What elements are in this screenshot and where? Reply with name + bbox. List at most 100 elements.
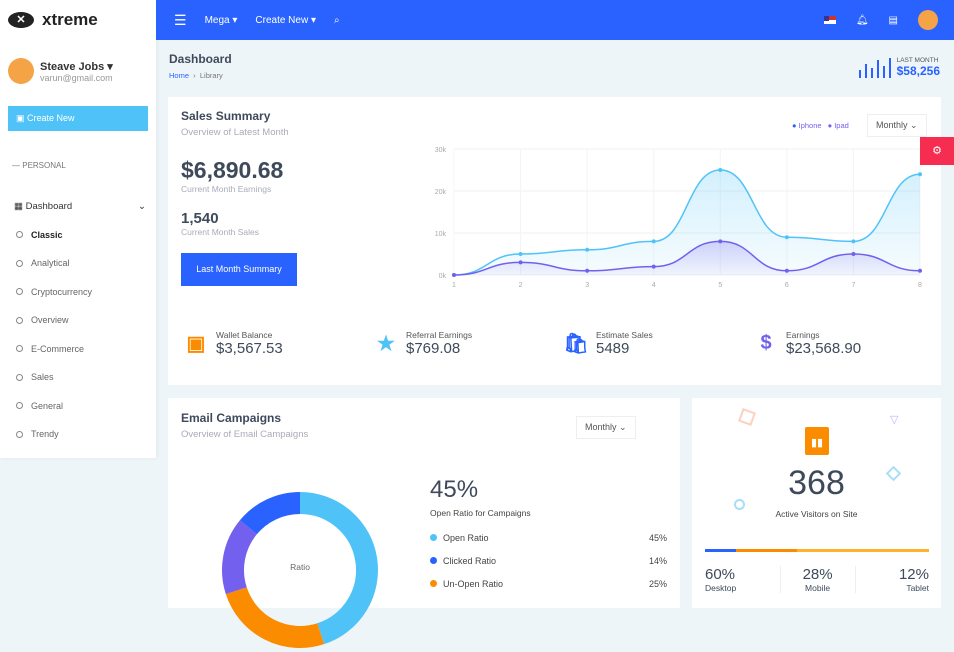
user-email: varun@gmail.com bbox=[40, 72, 113, 83]
series-area-ipad bbox=[454, 241, 920, 275]
sidebar-item-label: Cryptocurrency bbox=[31, 286, 93, 297]
y-tick-label: 10k bbox=[435, 231, 447, 238]
data-point bbox=[784, 235, 789, 240]
chevron-down-icon: ⌄ bbox=[138, 200, 146, 212]
monthly-select[interactable]: Monthly ⌄ bbox=[576, 416, 636, 439]
create-new-button[interactable]: ▣ Create New bbox=[8, 106, 148, 131]
brand-name: xtreme bbox=[42, 10, 98, 29]
series-line-ipad bbox=[453, 240, 921, 276]
monthly-select[interactable]: Monthly ⌄ bbox=[867, 114, 927, 137]
x-tick-label: 2 bbox=[519, 282, 523, 289]
x-tick-label: 3 bbox=[585, 282, 589, 289]
sidebar-item-label: Analytical bbox=[31, 258, 70, 269]
sales-value: 1,540 bbox=[181, 210, 219, 227]
sidebar-item-cryptocurrency[interactable]: Cryptocurrency bbox=[0, 278, 156, 307]
earnings-label: Current Month Earnings bbox=[181, 184, 272, 194]
plus-icon: ▣ bbox=[16, 113, 25, 123]
sidebar-item-general[interactable]: General bbox=[0, 392, 156, 421]
legend-label: Clicked Ratio bbox=[443, 555, 497, 566]
x-tick-label: 6 bbox=[785, 282, 789, 289]
sidebar-item-overview[interactable]: Overview bbox=[0, 306, 156, 335]
y-tick-label: 0k bbox=[439, 273, 447, 280]
circle-icon bbox=[16, 373, 23, 381]
avatar bbox=[8, 58, 34, 84]
search-icon[interactable]: ⌕ bbox=[334, 14, 340, 26]
settings-gear-button[interactable]: ⚙ bbox=[920, 137, 954, 165]
y-tick-label: 20k bbox=[435, 189, 447, 196]
stat-label: Estimate Sales bbox=[596, 330, 653, 340]
legend-label: Open Ratio bbox=[443, 532, 489, 543]
user-profile[interactable]: Steave Jobs ▾ varun@gmail.com bbox=[0, 40, 156, 84]
grid-icon: ▦ bbox=[14, 200, 23, 212]
stat-value: $769.08 bbox=[406, 340, 461, 357]
chart-legend: ● Iphone ● Ipad bbox=[792, 121, 849, 130]
donut-segment bbox=[239, 492, 301, 535]
data-point bbox=[851, 239, 856, 244]
x-tick-label: 8 bbox=[918, 282, 922, 289]
visitors-split-bar bbox=[705, 549, 929, 552]
visitors-value: 368 bbox=[788, 464, 845, 502]
select-value: Monthly bbox=[585, 422, 617, 432]
create-new-menu[interactable]: Create New ▾ bbox=[255, 14, 317, 26]
donut-center-label: Ratio bbox=[290, 562, 310, 572]
visitors-desktop: 60% Desktop bbox=[705, 566, 736, 593]
select-value: Monthly bbox=[876, 120, 908, 130]
sidebar-item-sales[interactable]: Sales bbox=[0, 363, 156, 392]
logo[interactable]: ✕ xtreme bbox=[0, 0, 156, 40]
legend-value: 14% bbox=[648, 555, 667, 566]
menu-icon[interactable]: ☰ bbox=[174, 11, 187, 28]
visitors-tablet: 12% Tablet bbox=[899, 566, 929, 593]
x-tick-label: 4 bbox=[652, 282, 656, 289]
wallet-icon: ▣ bbox=[186, 333, 206, 355]
breadcrumb: Home › Library bbox=[169, 71, 223, 80]
sidebar-item-label: Sales bbox=[31, 372, 54, 383]
legend-item: Un-Open Ratio 25% bbox=[430, 572, 667, 595]
sidebar-item-label: Classic bbox=[31, 229, 63, 240]
flag-us-icon[interactable] bbox=[823, 16, 836, 24]
sidebar-item-label: E-Commerce bbox=[31, 343, 85, 354]
message-icon[interactable]: ▤ bbox=[888, 14, 898, 26]
data-point bbox=[718, 168, 723, 172]
sidebar-item-analytical[interactable]: Analytical bbox=[0, 249, 156, 278]
avatar[interactable] bbox=[918, 10, 938, 30]
stat-value: $23,568.90 bbox=[786, 340, 862, 357]
circle-icon bbox=[16, 288, 23, 296]
circle-icon bbox=[16, 231, 23, 239]
sidebar-item-trendy[interactable]: Trendy bbox=[0, 420, 156, 449]
data-point bbox=[518, 252, 523, 256]
sidebar-item-dashboard[interactable]: ▦ Dashboard ⌄ bbox=[0, 192, 156, 221]
card-subtitle: Overview of Latest Month bbox=[181, 127, 289, 138]
user-name: Steave Jobs bbox=[40, 60, 105, 73]
stat-referral-earnings: ★ Referral Earnings $769.08 bbox=[374, 330, 472, 357]
circle-icon bbox=[16, 430, 23, 438]
data-point bbox=[718, 239, 723, 244]
sidebar-item-label: Trendy bbox=[31, 429, 59, 440]
active-visitors-card: ▽ ▮▮ 368 Active Visitors on Site 60% Desk… bbox=[692, 398, 941, 608]
sales-label: Current Month Sales bbox=[181, 227, 259, 237]
dollar-icon: $ bbox=[760, 332, 772, 354]
stat-estimate-sales: 🛍︎ Estimate Sales 5489 bbox=[563, 330, 653, 357]
breadcrumb-home[interactable]: Home bbox=[169, 71, 190, 80]
stat-label: Earnings bbox=[786, 330, 820, 340]
data-point bbox=[651, 239, 656, 244]
legend-item: Clicked Ratio 14% bbox=[430, 549, 667, 572]
decor-square-icon bbox=[738, 408, 756, 426]
stat-value: 5489 bbox=[596, 340, 630, 357]
last-month-summary-button[interactable]: Last Month Summary bbox=[181, 253, 297, 286]
circle-icon bbox=[16, 402, 23, 410]
stat-label: Referral Earnings bbox=[406, 330, 473, 340]
split-value: 60% bbox=[705, 566, 736, 583]
sidebar-item-e-commerce[interactable]: E-Commerce bbox=[0, 335, 156, 364]
open-ratio-label: Open Ratio for Campaigns bbox=[430, 508, 531, 518]
visitors-label: Active Visitors on Site bbox=[775, 509, 858, 519]
sidebar-item-classic[interactable]: Classic bbox=[0, 221, 156, 250]
legend-item: Open Ratio 45% bbox=[430, 526, 667, 549]
earnings-value: $6,890.68 bbox=[181, 157, 284, 183]
split-label: Mobile bbox=[805, 583, 831, 593]
shopping-bag-icon: 🛍︎ bbox=[563, 333, 589, 355]
mega-menu[interactable]: Mega ▾ bbox=[204, 14, 238, 26]
card-title: Email Campaigns bbox=[181, 411, 282, 425]
report-file-icon: ▮▮ bbox=[805, 427, 829, 455]
bell-icon[interactable]: 🔔︎ bbox=[855, 14, 869, 26]
card-subtitle: Overview of Email Campaigns bbox=[181, 429, 309, 440]
